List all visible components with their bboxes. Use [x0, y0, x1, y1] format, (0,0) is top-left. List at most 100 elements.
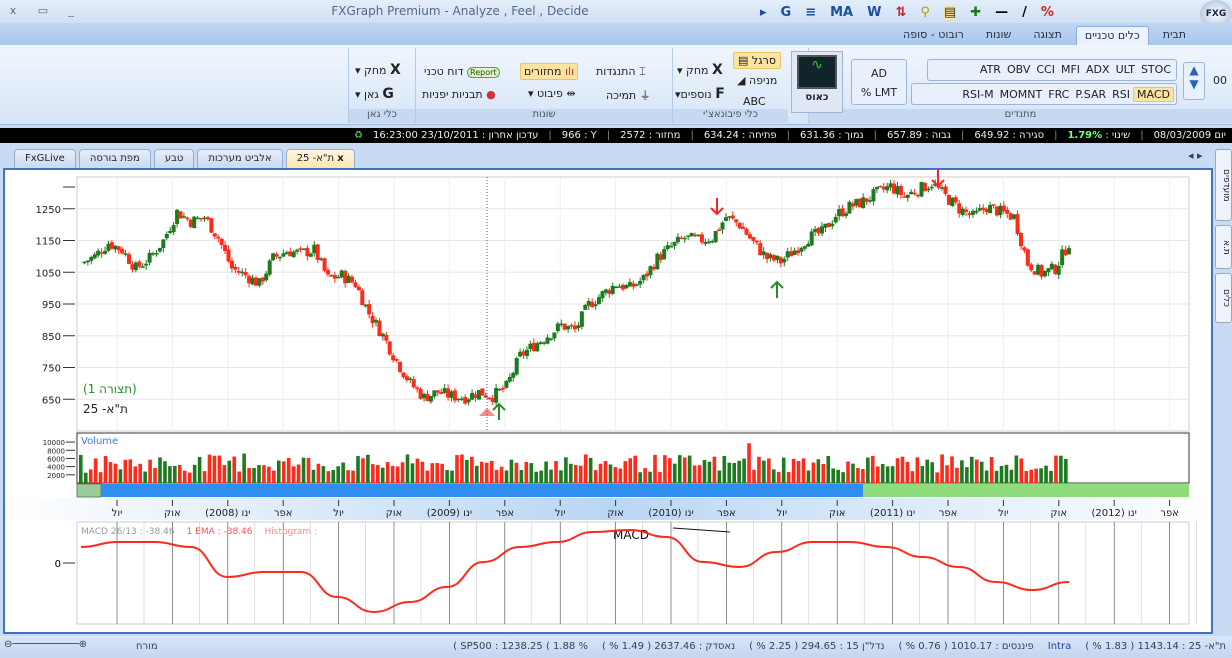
candle — [96, 250, 101, 256]
side-tab-tools[interactable]: כלים — [1215, 273, 1232, 323]
tab-ta25[interactable]: ת"א- 25 x — [285, 149, 355, 169]
pivot-button[interactable]: ▾ פיבוט ⇹ — [528, 87, 576, 100]
fib-delete-button[interactable]: ▾ מחק X — [677, 62, 723, 78]
sell-arrow-icon — [710, 198, 724, 216]
candle — [579, 311, 584, 327]
ad-button[interactable]: AD — [871, 67, 887, 80]
indicator-atr-button[interactable]: ATR — [979, 63, 1001, 76]
resistance-button[interactable]: התנגדות ⌶ — [596, 65, 646, 78]
tab-fxglive[interactable]: FxGLive — [14, 149, 76, 169]
qat-candles-icon[interactable]: ▤ — [943, 4, 957, 20]
tab-teva[interactable]: טבע — [153, 149, 195, 169]
gann-delete-button[interactable]: ▾ מחק X — [355, 62, 401, 78]
qat-updown-icon[interactable]: ⇅ — [895, 4, 907, 20]
indicator-mfi-button[interactable]: MFI — [1060, 63, 1081, 76]
qat-line-icon[interactable]: / — [1022, 4, 1027, 20]
candle — [415, 387, 420, 390]
info-change: שינוי : 1.79% — [1067, 130, 1131, 141]
tech-report-button[interactable]: דוח טכני Report — [424, 65, 500, 78]
qat-arrow-icon[interactable]: ▸ — [760, 4, 767, 20]
side-tab-ta[interactable]: ת.א — [1215, 225, 1232, 269]
candle — [600, 291, 605, 299]
japanese-patterns-button[interactable]: תבניות יפניות ● — [422, 88, 496, 101]
candle — [826, 222, 831, 228]
cycles-button[interactable]: מחזורים ılı — [520, 63, 579, 80]
candle — [92, 254, 97, 259]
volume-bar — [326, 471, 331, 483]
minimize-button[interactable]: _ — [68, 4, 74, 17]
qat-lines-icon[interactable]: ≡ — [805, 4, 817, 20]
indicator-psar-button[interactable]: P.SAR — [1075, 88, 1107, 101]
volume-bar — [371, 464, 375, 483]
scroll-arrows[interactable]: ▲ ▼ — [1183, 62, 1205, 100]
indicator-momnt-button[interactable]: MOMNT — [999, 88, 1043, 101]
volume-bar — [767, 458, 771, 483]
refresh-icon[interactable]: ♻ — [354, 130, 363, 141]
candle — [655, 253, 660, 270]
candle — [933, 183, 938, 186]
fib-more-button[interactable]: ▾נוספים F — [675, 86, 725, 102]
volume-bar — [866, 457, 870, 483]
candle — [555, 323, 560, 332]
side-tab-favorites[interactable]: מועדפים — [1215, 149, 1232, 221]
volume-bar — [554, 460, 558, 483]
indicator-cci-button[interactable]: CCI — [1036, 63, 1055, 76]
volume-bar — [653, 454, 657, 483]
volume-bar — [945, 465, 949, 483]
qat-w-button[interactable]: W — [867, 4, 882, 20]
candle — [765, 252, 770, 260]
zoom-slider[interactable]: ⊖───────────⊕ — [4, 639, 87, 650]
candle — [981, 207, 986, 210]
misc-group-label: שונות — [416, 109, 672, 123]
close-tab-icon[interactable]: x — [337, 153, 344, 164]
candle — [209, 218, 214, 233]
close-button[interactable]: x — [9, 4, 17, 17]
candle — [346, 275, 351, 283]
qat-hline-icon[interactable]: — — [995, 4, 1009, 20]
scroll-left-button[interactable] — [76, 483, 102, 498]
fan-button[interactable]: ◢ מניפה — [737, 74, 778, 87]
qat-ma-button[interactable]: MA — [830, 4, 854, 20]
indicator-obv-button[interactable]: OBV — [1006, 63, 1031, 76]
restore-button[interactable]: ▭ — [37, 4, 49, 17]
indicator-frc-button[interactable]: FRC — [1048, 88, 1070, 101]
tab-view[interactable]: תצוגה — [1033, 28, 1062, 41]
qat-percent-button[interactable]: % — [1040, 4, 1054, 20]
tab-elbit[interactable]: אלביט מערכות — [197, 149, 283, 169]
qat-search-icon[interactable]: ⚲ — [920, 4, 930, 20]
volume-bar — [786, 471, 791, 483]
candle — [326, 269, 330, 275]
candle — [339, 270, 344, 278]
tab-market-map[interactable]: מפת בורסה — [78, 149, 151, 169]
tab-scroll-arrows[interactable]: ◂ ▸ — [1188, 149, 1203, 162]
indicator-rsim-button[interactable]: RSI-M — [962, 88, 994, 101]
tab-misc[interactable]: שונות — [985, 28, 1012, 41]
candle — [1018, 233, 1023, 247]
indicator-stoc-button[interactable]: STOC — [1140, 63, 1171, 76]
tab-robot[interactable]: רובוט - סופה — [903, 28, 964, 41]
status-intra[interactable]: Intra — [1047, 641, 1072, 652]
candle — [607, 290, 612, 294]
gann-button[interactable]: ▾ גאן G — [355, 86, 394, 102]
candle — [1022, 247, 1027, 251]
indicator-macd-button[interactable]: MACD — [1133, 87, 1174, 102]
candle — [699, 234, 704, 243]
scrollbar-track-right[interactable] — [863, 484, 1189, 497]
volume-bar — [79, 454, 83, 483]
candle — [476, 389, 481, 400]
volume-bar — [900, 456, 905, 483]
candle — [950, 197, 955, 207]
indicator-ult-button[interactable]: ULT — [1115, 63, 1135, 76]
qat-crosshair-icon[interactable]: ✚ — [970, 4, 982, 20]
support-button[interactable]: תמיכה ⏚ — [606, 89, 651, 102]
tab-home[interactable]: תבית — [1162, 28, 1186, 41]
chaos-button[interactable]: ∿ כאוס — [791, 51, 843, 113]
ruler-button[interactable]: ▤ סרגל — [733, 52, 782, 69]
abc-button[interactable]: ABC — [743, 95, 766, 108]
chart-svg[interactable]: 650 750 850 950 1050 1150 1250 (תצורה 1) ת"א- … — [5, 170, 1211, 632]
indicator-adx-button[interactable]: ADX — [1086, 63, 1110, 76]
lmt-button[interactable]: % LMT — [860, 86, 898, 99]
tab-technical-tools[interactable]: כלים טכניים — [1075, 26, 1149, 45]
qat-g-button[interactable]: G — [780, 4, 792, 20]
indicator-rsi-button[interactable]: RSI — [1112, 88, 1131, 101]
